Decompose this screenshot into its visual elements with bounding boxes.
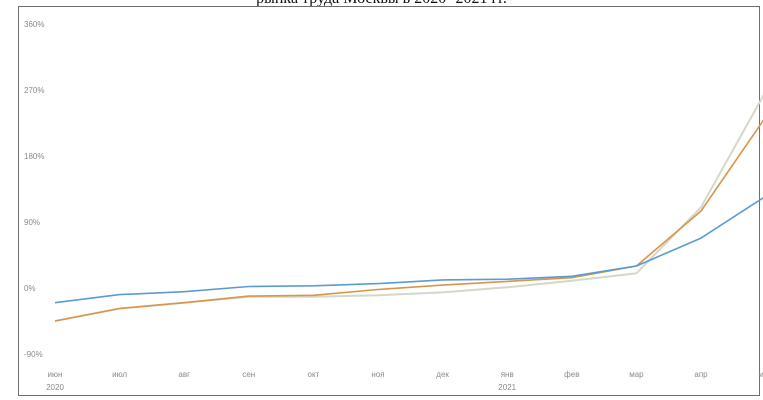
chart-title: рынка труда Москвы в 2020 -2021 гг. xyxy=(0,0,763,8)
series-line-2 xyxy=(54,119,763,322)
y-tick-label: 0% xyxy=(24,284,36,293)
x-tick-label: июн xyxy=(48,370,63,379)
x-tick-label: июл xyxy=(112,370,127,379)
y-tick-label: 180% xyxy=(24,152,44,161)
x-tick-label: янв xyxy=(501,370,514,379)
chart-title-strip: рынка труда Москвы в 2020 -2021 гг. xyxy=(0,0,763,8)
x-tick-label: сен xyxy=(242,370,255,379)
series-line-3 xyxy=(54,94,763,322)
chart-frame xyxy=(18,6,760,396)
x-year-label: 2021 xyxy=(498,383,516,392)
y-tick-label: 270% xyxy=(24,86,44,95)
y-tick-label: 360% xyxy=(24,20,44,29)
x-tick-label: фев xyxy=(564,370,579,379)
x-tick-label: окт xyxy=(308,370,320,379)
x-tick-label: дек xyxy=(436,370,449,379)
x-year-label: 2020 xyxy=(46,383,64,392)
y-tick-label: -90% xyxy=(24,350,43,359)
y-tick-label: 90% xyxy=(24,218,40,227)
x-tick-label: май xyxy=(758,370,763,379)
series-line-1 xyxy=(54,197,763,304)
x-tick-label: ноя xyxy=(371,370,384,379)
x-tick-label: авг xyxy=(178,370,190,379)
x-tick-label: мар xyxy=(629,370,644,379)
x-tick-label: апр xyxy=(694,370,708,379)
